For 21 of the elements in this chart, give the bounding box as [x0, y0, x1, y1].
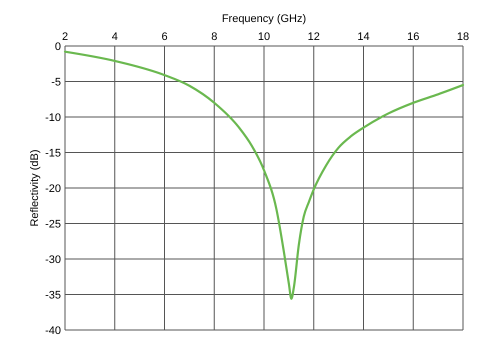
x-tick-label: 12 [308, 31, 320, 43]
y-tick-label: -30 [45, 254, 61, 266]
y-tick-label: -25 [45, 218, 61, 230]
x-tick-label: 4 [112, 31, 118, 43]
y-tick-label: -15 [45, 148, 61, 160]
y-tick-label: -40 [45, 325, 61, 337]
line-series [64, 50, 464, 300]
x-axis-title: Frequency (GHz) [222, 13, 306, 25]
y-tick-label: 0 [54, 41, 61, 53]
y-tick-label: -5 [51, 76, 61, 88]
x-tick-label: 10 [258, 31, 270, 43]
y-axis-title: Reflectivity (dB) [29, 149, 41, 227]
x-tick-label: 8 [211, 31, 218, 43]
x-tick-label: 2 [62, 31, 68, 43]
x-tick-label: 18 [456, 31, 470, 43]
y-tick-label: -35 [45, 290, 61, 302]
x-tick-label: 16 [407, 31, 420, 43]
x-tick-label: 14 [357, 31, 370, 43]
y-tick-label: -20 [45, 183, 61, 195]
y-tick-label: -10 [45, 112, 61, 124]
x-tick-label: 6 [161, 31, 168, 43]
